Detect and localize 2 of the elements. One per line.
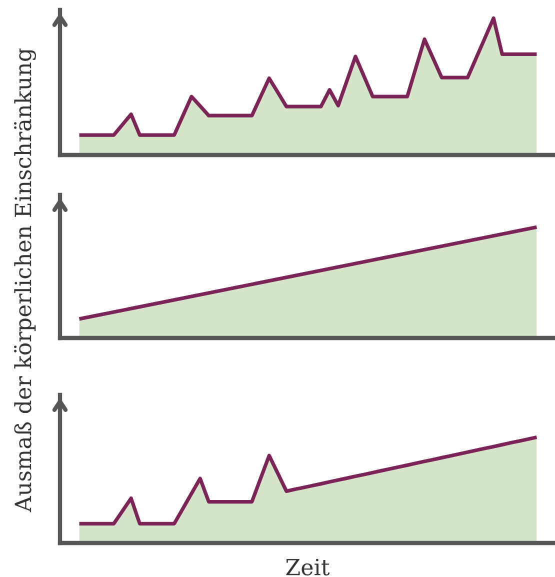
y-axis-title: Ausmaß der körperlichen Einschränkung [14, 48, 36, 512]
x-axis-title: Zeit [286, 558, 330, 576]
